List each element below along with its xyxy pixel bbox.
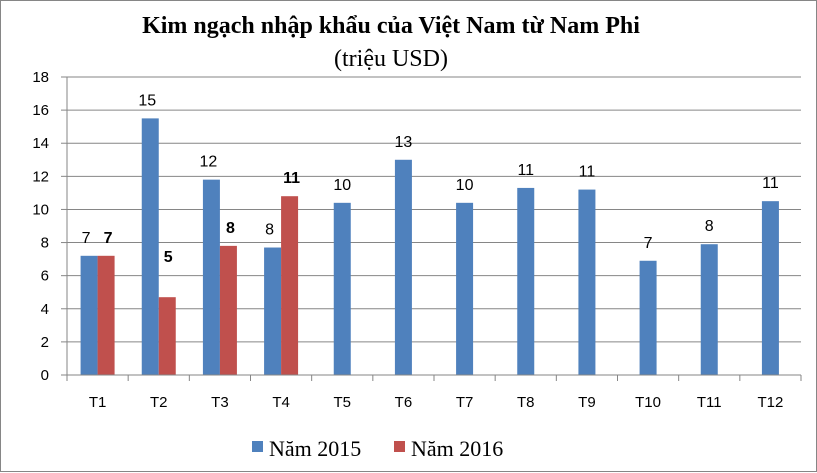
data-label-2015: 8 [705, 218, 714, 235]
chart-title: Kim ngạch nhập khẩu của Việt Nam từ Nam … [142, 13, 640, 39]
data-label-2015: 12 [200, 154, 218, 171]
bar-2015 [141, 118, 159, 375]
x-tick-label: T5 [333, 394, 351, 411]
x-tick-label: T7 [456, 394, 474, 411]
bar-2015 [700, 244, 718, 375]
data-label-2016: 8 [226, 220, 235, 237]
y-tick-label: 16 [32, 102, 49, 119]
x-tick-label: T11 [697, 394, 722, 411]
bar-2016 [281, 196, 299, 375]
bar-2015 [202, 179, 220, 375]
data-label-2015: 15 [138, 92, 156, 109]
y-tick-label: 18 [32, 69, 49, 86]
data-label-2016: 5 [164, 249, 173, 266]
bar-2015 [578, 189, 596, 375]
data-label-2015: 11 [762, 175, 779, 192]
y-tick-label: 2 [41, 334, 49, 351]
bar-2015 [80, 255, 98, 375]
x-tick-label: T2 [150, 394, 168, 411]
bar-2016 [219, 245, 237, 375]
legend-item-2015-swatch [252, 441, 263, 452]
legend-item-2015-label: Năm 2015 [269, 436, 361, 461]
bar-2015 [517, 187, 535, 375]
data-label-2015: 10 [333, 177, 351, 194]
bar-2015 [394, 159, 412, 375]
legend-item-2016-label: Năm 2016 [411, 436, 503, 461]
x-tick-label: T9 [578, 394, 596, 411]
data-label-2015: 7 [82, 230, 91, 247]
x-tick-label: T8 [517, 394, 535, 411]
data-label-2016: 7 [104, 230, 113, 247]
bar-2015 [761, 201, 779, 375]
bar-2015 [639, 260, 657, 375]
x-tick-label: T6 [395, 394, 413, 411]
bar-2015 [264, 247, 282, 375]
chart-subtitle: (triệu USD) [334, 46, 448, 72]
y-tick-label: 10 [32, 201, 49, 218]
x-tick-label: T10 [635, 394, 661, 411]
data-label-2015: 10 [456, 177, 474, 194]
bar-2016 [97, 255, 115, 375]
x-tick-label: T3 [211, 394, 229, 411]
data-label-2015: 7 [644, 235, 653, 252]
data-label-2015: 8 [265, 222, 274, 239]
x-tick-label: T1 [89, 394, 107, 411]
bar-2016 [158, 297, 176, 375]
x-tick-label: T12 [757, 394, 783, 411]
legend-item-2016-swatch [394, 441, 405, 452]
data-label-2015: 11 [579, 164, 596, 181]
y-tick-label: 12 [32, 168, 49, 185]
y-tick-label: 0 [41, 367, 49, 384]
data-label-2015: 13 [395, 134, 413, 151]
bar-2015 [333, 202, 351, 375]
y-tick-label: 4 [41, 301, 49, 318]
bar-2015 [456, 202, 474, 375]
y-tick-label: 8 [41, 235, 49, 252]
y-tick-label: 14 [32, 135, 49, 152]
data-label-2015: 11 [517, 162, 534, 179]
x-tick-label: T4 [272, 394, 290, 411]
data-label-2016: 11 [283, 170, 300, 187]
y-tick-label: 6 [41, 268, 49, 285]
